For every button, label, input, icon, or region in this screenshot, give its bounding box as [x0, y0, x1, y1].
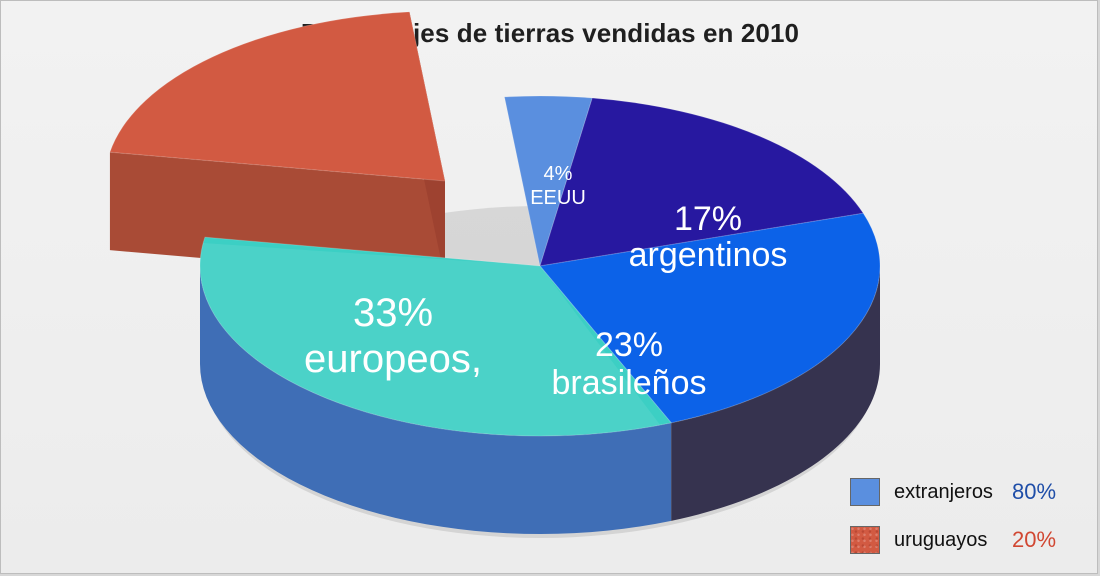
- value-label-europeos: 33%: [353, 291, 433, 335]
- value-label-brasilenos: 23%: [595, 326, 663, 364]
- category-label-argentinos: argentinos: [629, 236, 788, 274]
- legend-label-extranjeros: extranjeros: [894, 480, 993, 503]
- category-label-europeos: europeos,: [304, 337, 482, 381]
- slice-europeos-highlight: [200, 243, 661, 437]
- slice-eeuu: [503, 95, 593, 268]
- slice-argentinos: [539, 97, 865, 267]
- legend-value-extranjeros: 80%: [1012, 479, 1057, 504]
- legend-swatch-extranjeros: [850, 478, 880, 506]
- category-label-brasilenos: brasileños: [552, 364, 707, 402]
- slice-brasilenos: [539, 212, 881, 424]
- side-europeos: [200, 266, 672, 534]
- legend-item-extranjeros: extranjeros 80%: [850, 468, 1080, 516]
- side-brasilenos: [671, 266, 880, 521]
- pie-labels: 4%EEUU 17%argentinos 23%brasileños 33%europ…: [304, 163, 787, 402]
- legend-value-uruguayos: 20%: [1012, 527, 1057, 552]
- value-label-eeuu: 4%: [544, 163, 573, 185]
- value-label-argentinos: 17%: [674, 200, 742, 238]
- slice-europeos: [199, 236, 673, 437]
- slice-uruguayos: [109, 11, 446, 182]
- legend-item-uruguayos: uruguayos 20%: [850, 516, 1080, 564]
- category-label-eeuu: EEUU: [530, 187, 586, 209]
- legend: extranjeros 80% uruguayos 20%: [850, 468, 1080, 564]
- legend-label-uruguayos: uruguayos: [894, 528, 988, 551]
- legend-swatch-uruguayos: [850, 526, 880, 554]
- side-uruguayos-radial-0: [109, 152, 446, 279]
- pie-tops: [109, 11, 881, 437]
